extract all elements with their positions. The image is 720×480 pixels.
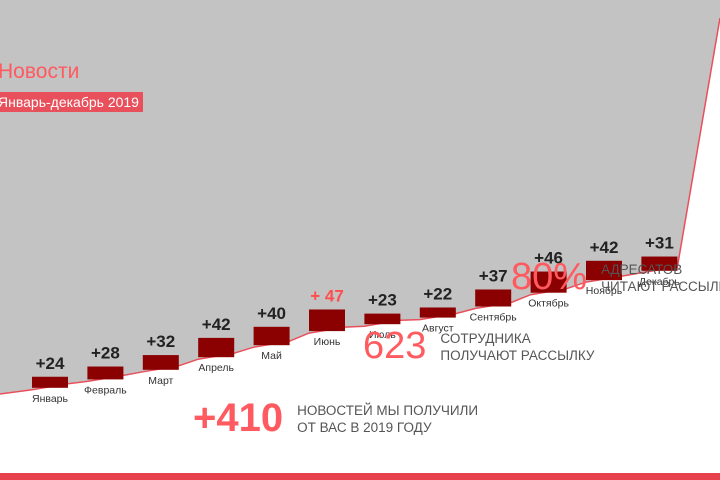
category-label-9: Сентябрь [470,312,518,324]
bar-3 [142,355,179,370]
bar-1 [32,376,68,388]
cumulative-area [0,0,720,394]
category-label-1: Январь [32,393,69,405]
bar-9 [475,289,512,307]
bar-10 [530,271,567,293]
page-title: Новости [0,60,80,83]
category-label-6: Июнь [314,336,341,348]
bar-2 [87,366,124,380]
stat-employees-text: СОТРУДНИКА ПОЛУЧАЮТ РАССЫЛКУ [440,330,594,364]
value-label-10: +46 [534,249,563,268]
stat-readers-line2: ЧИТАЮТ РАССЫЛКУ [601,278,720,294]
category-label-3: Март [148,375,173,387]
stat-employees-line2: ПОЛУЧАЮТ РАССЫЛКУ [440,347,595,363]
bar-8 [419,307,456,318]
category-label-10: Октябрь [528,298,569,310]
stat-readers-text: АДРЕСАТОВ ЧИТАЮТ РАССЫЛКУ [601,261,720,295]
bar-4 [198,337,235,358]
value-label-6: + 47 [310,286,344,305]
category-label-12: Декабрь [639,276,680,288]
category-label-5: Май [261,350,282,362]
category-label-4: Апрель [198,362,234,374]
stat-news-total-line1: НОВОСТЕЙ МЫ ПОЛУЧИЛИ [297,402,479,418]
category-label-7: Июль [369,329,396,341]
value-label-11: +42 [590,238,619,257]
value-label-9: +37 [479,266,508,285]
stat-news-total-text: НОВОСТЕЙ МЫ ПОЛУЧИЛИ ОТ ВАС В 2019 ГОДУ [297,402,478,436]
cumulative-line [0,17,720,395]
value-label-1: +24 [36,354,65,373]
stat-readers: 80% АДРЕСАТОВ ЧИТАЮТ РАССЫЛКУ [511,256,720,299]
stat-employees-line1: СОТРУДНИКА [440,330,531,346]
bar-11 [586,260,622,281]
value-label-5: +40 [257,304,286,323]
value-label-3: +32 [146,332,175,351]
category-label-2: Февраль [84,384,127,396]
page-subtitle: Январь-декабрь 2019 [0,92,143,112]
bar-5 [253,326,290,346]
value-label-8: +22 [423,284,452,303]
stat-news-total: +410 НОВОСТЕЙ МЫ ПОЛУЧИЛИ ОТ ВАС В 2019 … [193,396,478,441]
value-label-2: +28 [91,344,120,363]
value-label-7: +23 [368,291,397,310]
stat-employees-number: 623 [363,325,427,367]
bar-6 [309,309,345,332]
bar-12 [641,256,678,271]
bottom-accent-bar [0,473,720,480]
bar-7 [364,313,401,325]
category-label-11: Ноябрь [586,285,623,297]
value-label-12: +31 [645,234,674,253]
stat-news-total-number: +410 [193,396,284,440]
category-label-8: Август [422,323,454,335]
stat-news-total-line2: ОТ ВАС В 2019 ГОДУ [297,419,432,435]
stat-readers-number: 80% [511,256,588,298]
stat-employees: 623 СОТРУДНИКА ПОЛУЧАЮТ РАССЫЛКУ [363,325,594,368]
value-label-4: +42 [202,315,231,334]
stat-readers-line1: АДРЕСАТОВ [601,261,683,277]
